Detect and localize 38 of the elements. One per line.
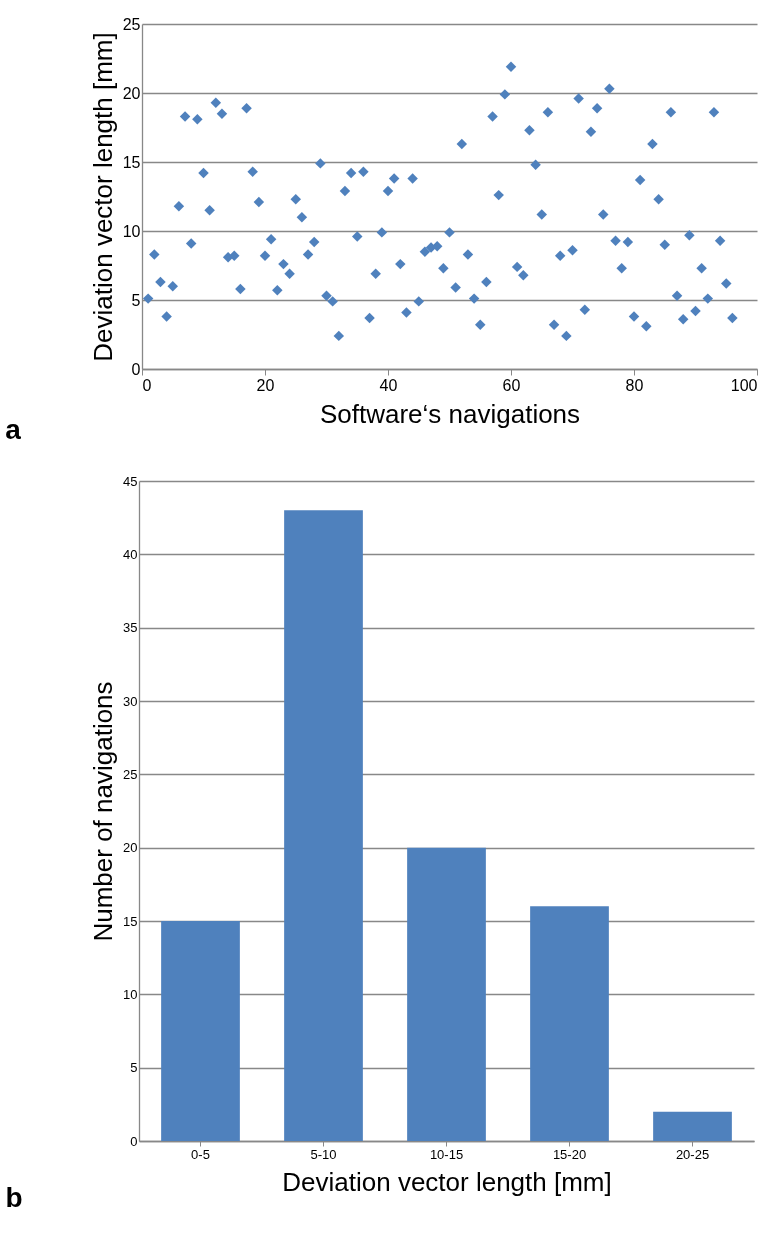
bar (653, 1111, 732, 1141)
x-axis-title: Deviation vector length [mm] (282, 1166, 612, 1197)
y-tick-label: 5 (130, 1060, 138, 1076)
x-tick-label: 20-25 (675, 1146, 710, 1162)
y-tick-label: 25 (123, 766, 138, 782)
bar (284, 510, 363, 1141)
x-tick-label: 80 (625, 376, 644, 394)
y-tick-label: 10 (122, 222, 141, 240)
y-tick-label: 0 (131, 360, 141, 378)
x-tick-label: 100 (730, 376, 758, 394)
bar (407, 847, 486, 1141)
x-tick-label: 40 (379, 376, 398, 394)
x-tick-label: 10-15 (429, 1146, 464, 1162)
y-tick-label: 35 (123, 620, 138, 636)
y-tick-label: 45 (123, 473, 138, 489)
y-tick-label: 0 (130, 1133, 138, 1149)
y-tick-label: 40 (123, 546, 138, 562)
y-tick-label: 15 (122, 153, 141, 171)
x-tick-label: 60 (502, 376, 521, 394)
y-tick-label: 20 (122, 84, 141, 102)
y-tick-label: 25 (122, 15, 141, 33)
bar (161, 921, 240, 1141)
y-tick-label: 10 (123, 986, 138, 1002)
y-tick-label: 20 (123, 840, 138, 856)
x-tick-label: 15-20 (552, 1146, 587, 1162)
text: a (5, 414, 22, 445)
y-tick-label: 30 (123, 693, 138, 709)
y-tick-label: 15 (123, 913, 138, 929)
x-tick-label: 20 (256, 376, 275, 394)
x-tick-label: 0-5 (191, 1146, 210, 1162)
x-tick-label: 0 (142, 376, 152, 394)
x-tick-label: 5-10 (310, 1146, 337, 1162)
x-axis-title: Software‘s navigations (319, 398, 581, 429)
y-axis-title: Deviation vector length [mm] (87, 32, 118, 362)
bar (530, 906, 609, 1141)
y-tick-label: 5 (131, 291, 141, 309)
text: b (5, 1182, 23, 1213)
y-axis-title: Number of navigations (88, 681, 119, 942)
